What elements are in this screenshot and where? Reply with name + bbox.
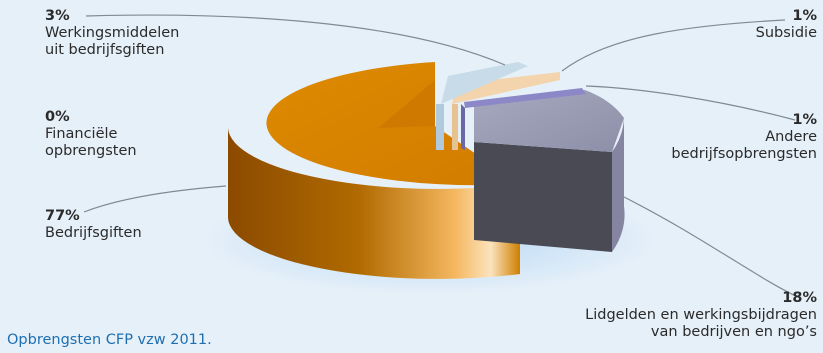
slice-andere-top [464,88,586,108]
label-bedrijfsgiften-pct: 77% [45,208,80,224]
chart-caption: Opbrengsten CFP vzw 2011. [7,332,212,348]
slice-lidgelden [474,90,625,252]
label-werkingsmiddelen-line1: Werkingsmiddelen [45,25,180,41]
label-lidgelden-line2: van bedrijven en ngo’s [650,324,817,340]
label-andere-line1: Andere [765,129,817,145]
slice-subsidie [452,72,560,150]
label-bedrijfsgiften: 77% Bedrijfsgiften [45,208,142,242]
label-financiele-pct: 0% [45,109,70,125]
leader-line-bedrijfsgiften [83,185,227,213]
leader-line-werkingsmiddelen [85,14,506,66]
slice-lidgelden-top [474,90,624,152]
label-andere-line2: bedrijfsopbrengsten [671,146,817,162]
label-financiele-line2: opbrengsten [45,143,137,159]
label-subsidie-line1: Subsidie [755,25,817,41]
slice-andere [461,88,586,150]
label-lidgelden: 18% Lidgelden en werkingsbijdragen van b… [585,290,817,341]
label-werkingsmiddelen-pct: 3% [45,8,70,24]
leader-lines [83,14,801,299]
leader-line-subsidie [561,19,786,72]
label-lidgelden-line1: Lidgelden en werkingsbijdragen [585,307,817,323]
slice-werkingsmiddelen-side [436,104,444,150]
slice-bedrijfsgiften [228,62,520,279]
slice-subsidie-side [452,104,458,150]
slice-werkingsmiddelen [436,62,528,150]
slice-andere-side [461,104,465,150]
slice-subsidie-top [452,72,560,104]
slice-bedrijfsgiften-inner [378,80,435,128]
label-andere-pct: 1% [792,112,817,128]
label-financiele: 0% Financiële opbrengsten [45,109,137,160]
slice-lidgelden-rim [612,118,625,252]
label-bedrijfsgiften-line1: Bedrijfsgiften [45,225,142,241]
label-werkingsmiddelen-line2: uit bedrijfsgiften [45,42,165,58]
label-financiele-line1: Financiële [45,126,118,142]
label-lidgelden-pct: 18% [782,290,817,306]
slice-lidgelden-front [474,142,612,252]
slice-werkingsmiddelen-top [441,62,528,104]
label-subsidie: 1% Subsidie [756,8,817,42]
leader-line-andere [585,85,796,121]
label-werkingsmiddelen: 3% Werkingsmiddelen uit bedrijfsgiften [45,8,179,59]
label-andere: 1% Andere bedrijfsopbrengsten [671,112,817,163]
leader-line-lidgelden [621,195,801,299]
label-subsidie-pct: 1% [792,8,817,24]
slice-bedrijfsgiften-side [228,128,520,279]
